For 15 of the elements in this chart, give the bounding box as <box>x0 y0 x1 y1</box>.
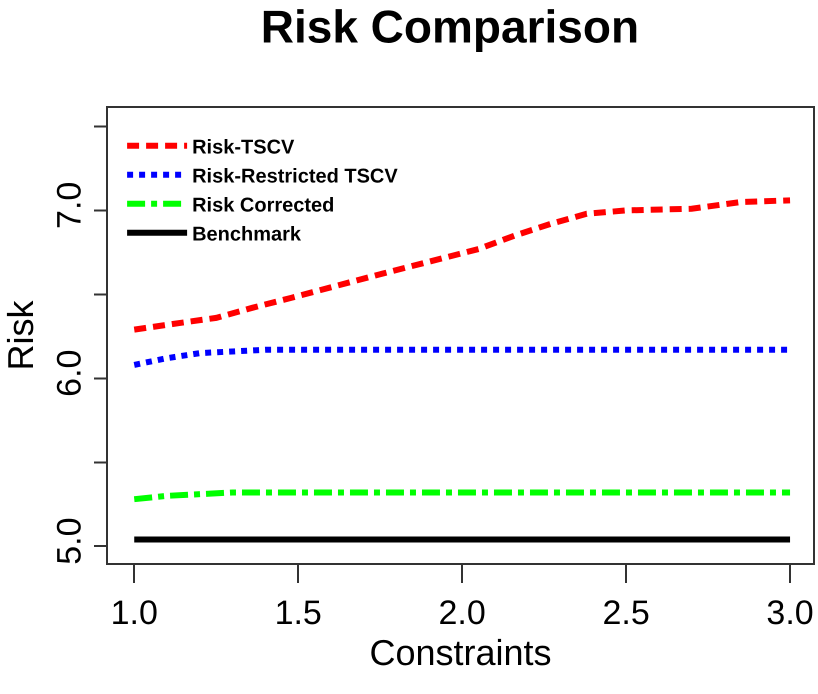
legend-label: Benchmark <box>192 224 302 246</box>
y-tick-label: 5.0 <box>50 517 88 565</box>
legend-label: Risk-Restricted TSCV <box>192 166 398 188</box>
x-axis-title: Constraints <box>369 632 552 673</box>
x-tick-label: 1.5 <box>274 594 322 632</box>
legend-label: Risk-TSCV <box>192 136 296 158</box>
x-tick-label: 2.5 <box>602 594 650 632</box>
y-tick-label: 6.0 <box>50 350 88 397</box>
y-tick-label: 7.0 <box>50 182 88 229</box>
x-tick-label: 1.0 <box>110 594 158 632</box>
chart-title: Risk Comparison <box>260 0 640 53</box>
x-tick-label: 3.0 <box>766 594 814 632</box>
y-axis-title: Risk <box>0 300 41 370</box>
legend-label: Risk Corrected <box>192 194 334 216</box>
x-tick-label: 2.0 <box>438 594 486 632</box>
